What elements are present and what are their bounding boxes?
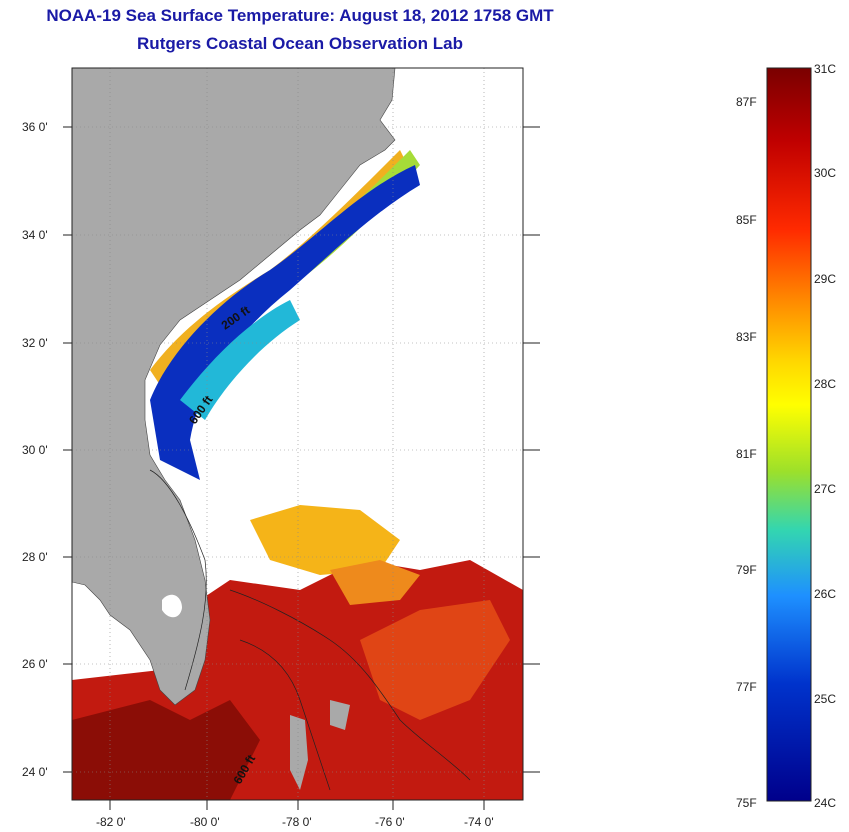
lon-label: -76 0' bbox=[375, 815, 405, 829]
colorbar-f-label: 81F bbox=[736, 447, 757, 461]
colorbar-c-label: 29C bbox=[814, 272, 837, 286]
colorbar-c-label: 25C bbox=[814, 692, 837, 706]
colorbar-f-label: 79F bbox=[736, 563, 757, 577]
map-subtitle: Rutgers Coastal Ocean Observation Lab bbox=[137, 34, 463, 53]
colorbar-c-label: 27C bbox=[814, 482, 837, 496]
bahamas-island-2 bbox=[330, 700, 350, 730]
lat-label: 26 0' bbox=[22, 657, 48, 671]
lat-label: 24 0' bbox=[22, 765, 48, 779]
map-title: NOAA-19 Sea Surface Temperature: August … bbox=[46, 6, 554, 25]
lon-label: -80 0' bbox=[190, 815, 220, 829]
warm-water-east bbox=[360, 600, 510, 720]
axis-ticks bbox=[63, 126, 540, 810]
colorbar-c-label: 28C bbox=[814, 377, 837, 391]
colorbar-c-label: 24C bbox=[814, 796, 837, 810]
colorbar-f-label: 85F bbox=[736, 213, 757, 227]
lat-label: 34 0' bbox=[22, 228, 48, 242]
lon-label: -74 0' bbox=[464, 815, 494, 829]
bathymetry-contour-2 bbox=[229, 589, 471, 781]
bathymetry-contour bbox=[149, 469, 207, 691]
orange-patch bbox=[330, 560, 420, 605]
lake-okeechobee bbox=[162, 594, 182, 618]
colorbar-c-label: 31C bbox=[814, 62, 837, 76]
bathymetry-contour-3 bbox=[239, 639, 331, 791]
lat-label: 32 0' bbox=[22, 336, 48, 350]
lat-label: 28 0' bbox=[22, 550, 48, 564]
lat-label: 30 0' bbox=[22, 443, 48, 457]
cyan-band bbox=[180, 300, 300, 420]
colorbar-c-label: 30C bbox=[814, 166, 837, 180]
lon-label: -82 0' bbox=[96, 815, 126, 829]
lat-label: 36 0' bbox=[22, 120, 48, 134]
lon-label: -78 0' bbox=[282, 815, 312, 829]
yellow-patch bbox=[250, 505, 400, 575]
hot-water-region bbox=[72, 700, 260, 800]
us-mainland bbox=[72, 68, 396, 706]
colorbar-f-label: 83F bbox=[736, 330, 757, 344]
colorbar-f-label: 87F bbox=[736, 95, 757, 109]
colorbar bbox=[766, 67, 812, 802]
map-area: 200 ft 600 ft 600 ft bbox=[72, 68, 523, 800]
colorbar-f-label: 75F bbox=[736, 796, 757, 810]
colorbar-f-label: 77F bbox=[736, 680, 757, 694]
colorbar-c-label: 26C bbox=[814, 587, 837, 601]
bahamas-island bbox=[290, 715, 308, 790]
